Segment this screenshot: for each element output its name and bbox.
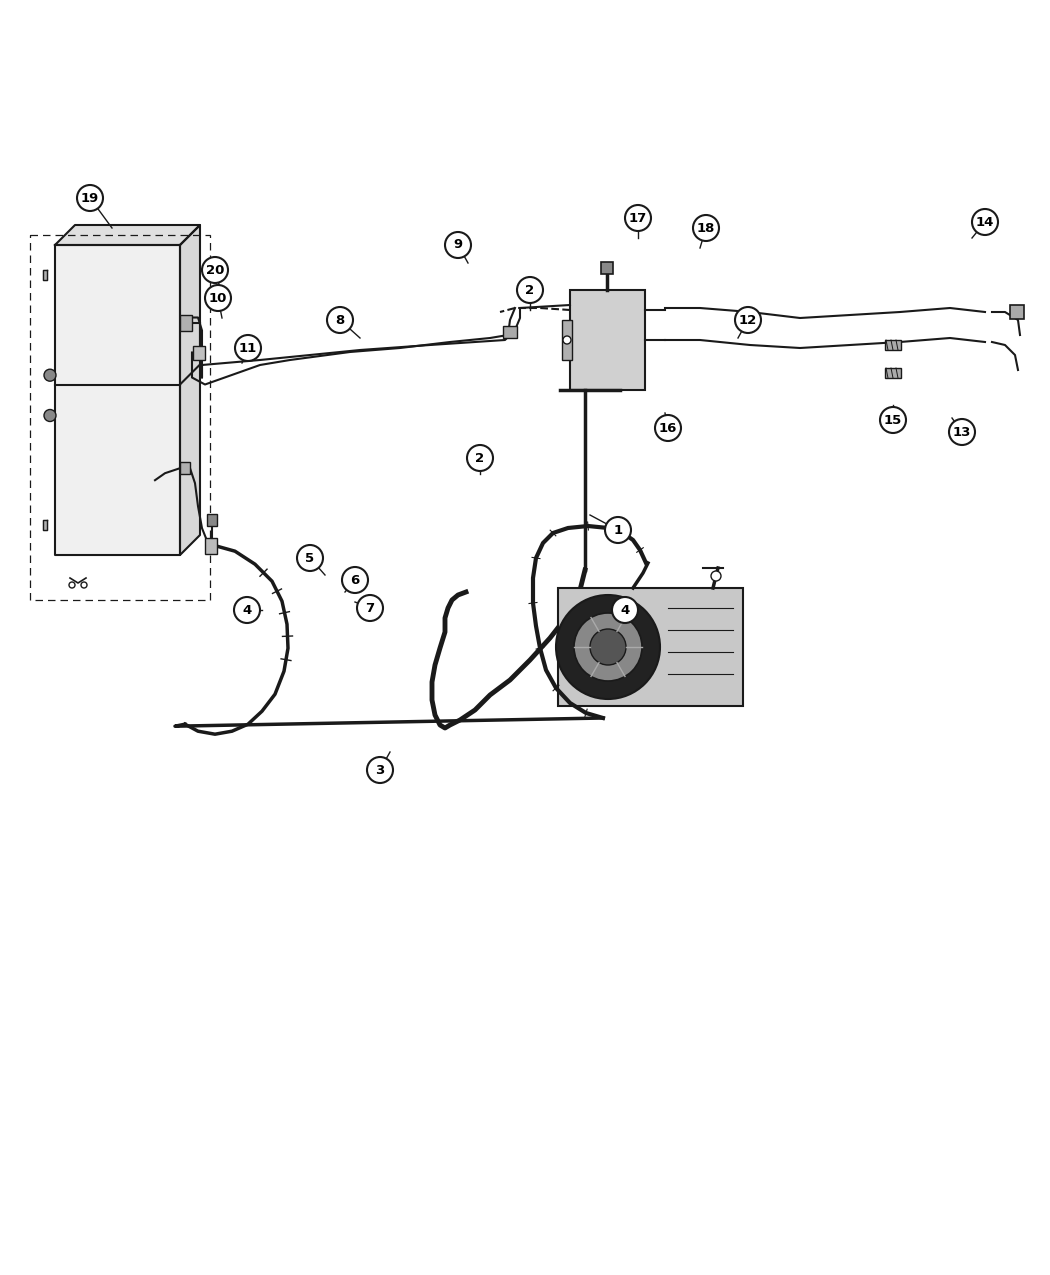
Bar: [570, 289, 645, 390]
Text: 11: 11: [239, 342, 257, 354]
Circle shape: [297, 544, 323, 571]
Circle shape: [342, 567, 368, 593]
Text: 1: 1: [613, 524, 623, 537]
Circle shape: [625, 205, 651, 231]
Bar: [1010, 305, 1024, 319]
Text: 20: 20: [206, 264, 225, 277]
Text: 8: 8: [335, 314, 344, 326]
Text: 17: 17: [629, 212, 647, 224]
Bar: [503, 326, 517, 338]
Circle shape: [445, 232, 471, 258]
Bar: [193, 346, 205, 360]
Text: 4: 4: [243, 603, 252, 617]
Circle shape: [711, 571, 721, 581]
Circle shape: [693, 215, 719, 241]
Circle shape: [205, 286, 231, 311]
Circle shape: [234, 597, 260, 623]
Text: 4: 4: [621, 603, 630, 617]
Polygon shape: [55, 245, 180, 555]
Circle shape: [574, 613, 642, 681]
Circle shape: [69, 581, 75, 588]
Text: 19: 19: [81, 191, 99, 204]
Circle shape: [880, 407, 906, 434]
Text: 16: 16: [658, 422, 677, 435]
Text: 2: 2: [476, 451, 484, 464]
Polygon shape: [43, 520, 47, 530]
Bar: [601, 261, 613, 274]
Circle shape: [563, 337, 571, 344]
Text: 10: 10: [209, 292, 227, 305]
Text: 9: 9: [454, 238, 463, 251]
Bar: [207, 514, 217, 527]
Text: 12: 12: [739, 314, 757, 326]
Circle shape: [235, 335, 261, 361]
Circle shape: [357, 595, 383, 621]
Text: 15: 15: [884, 413, 902, 427]
Text: 5: 5: [306, 552, 315, 565]
Text: 3: 3: [376, 764, 384, 776]
Text: 2: 2: [525, 283, 534, 297]
Circle shape: [517, 277, 543, 303]
Text: 18: 18: [697, 222, 715, 235]
Circle shape: [735, 307, 761, 333]
Text: 14: 14: [975, 215, 994, 228]
Bar: [30, 235, 210, 601]
Circle shape: [327, 307, 353, 333]
Text: 7: 7: [365, 602, 375, 615]
Circle shape: [44, 409, 56, 422]
Circle shape: [949, 419, 975, 445]
Polygon shape: [43, 270, 47, 280]
Circle shape: [202, 258, 228, 283]
Circle shape: [556, 595, 660, 699]
Circle shape: [605, 516, 631, 543]
Circle shape: [467, 445, 493, 470]
Circle shape: [368, 757, 393, 783]
Circle shape: [655, 414, 681, 441]
Polygon shape: [55, 224, 200, 245]
Text: 13: 13: [952, 426, 971, 439]
Bar: [558, 588, 743, 706]
Bar: [885, 340, 901, 351]
Circle shape: [972, 209, 998, 235]
Bar: [885, 368, 901, 377]
Text: 6: 6: [351, 574, 359, 586]
Polygon shape: [180, 224, 200, 555]
Circle shape: [590, 629, 626, 666]
Bar: [562, 320, 572, 360]
Bar: [180, 315, 192, 330]
Circle shape: [612, 597, 638, 623]
Bar: [205, 538, 217, 555]
Circle shape: [44, 370, 56, 381]
Bar: [180, 463, 190, 474]
Circle shape: [81, 581, 87, 588]
Circle shape: [77, 185, 103, 210]
